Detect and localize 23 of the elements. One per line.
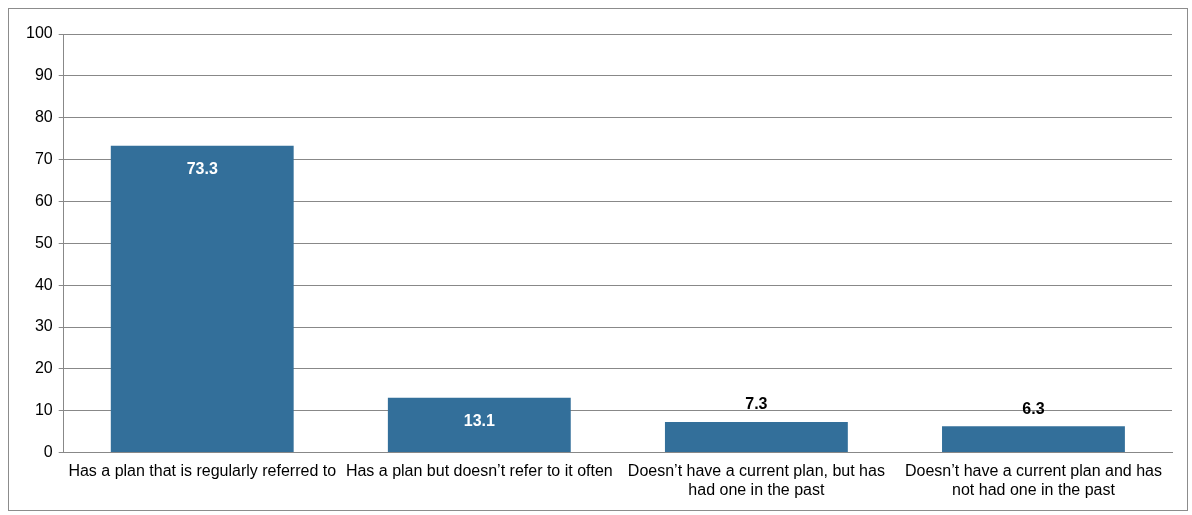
data-label: 7.3 [745, 395, 768, 413]
x-tick-label: Has a plan but doesn’t refer to it often [345, 461, 613, 479]
y-tick-label: 90 [34, 66, 53, 84]
y-tick-label: 70 [34, 149, 53, 167]
bar [664, 422, 848, 453]
x-tick-label: Doesn’t have a current plan and has not had one in the past [904, 461, 1162, 498]
x-tick-label: Has a plan that is regularly referred to [68, 461, 337, 479]
y-tick-label: 30 [34, 317, 53, 335]
data-label: 73.3 [186, 160, 218, 178]
y-tick-label: 80 [34, 108, 53, 126]
y-tick-label: 100 [25, 24, 53, 42]
data-label: 6.3 [1022, 399, 1045, 417]
y-tick-label: 10 [34, 401, 53, 419]
y-tick-label: 50 [34, 233, 53, 251]
bar [110, 145, 294, 453]
y-tick-label: 0 [43, 443, 53, 461]
y-tick-label: 40 [34, 275, 53, 293]
bar [942, 426, 1125, 453]
x-tick-label: Doesn’t have a current plan, but has had one in the past [627, 461, 885, 498]
y-tick-label: 60 [34, 191, 53, 209]
data-label: 13.1 [463, 412, 495, 430]
y-tick-label: 20 [34, 359, 53, 377]
bar [387, 397, 571, 453]
